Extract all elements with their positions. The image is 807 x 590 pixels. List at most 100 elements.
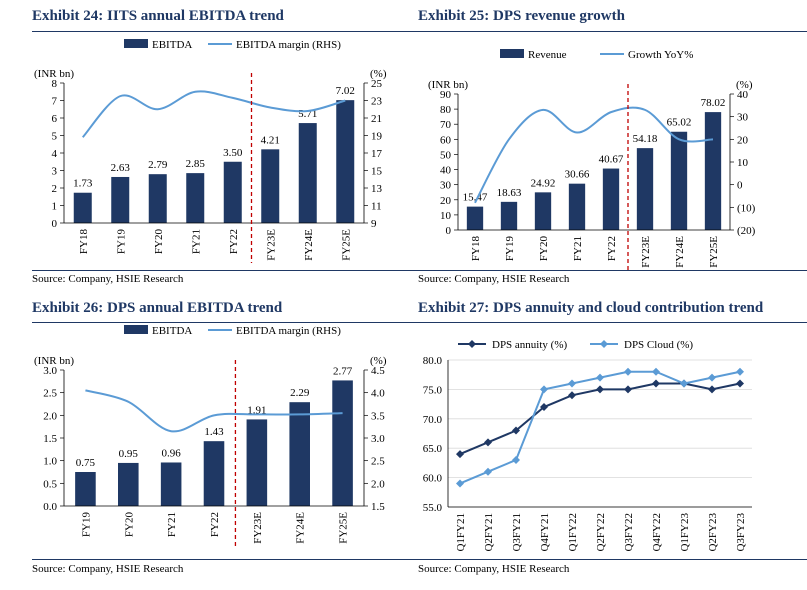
exhibit-27-bottom-rule (418, 559, 807, 560)
right-tick-label: 23 (371, 96, 383, 108)
legend-bar-swatch (500, 49, 524, 58)
series-0-point-Q4FY21 (540, 403, 548, 412)
series-0-point-Q2FY22 (596, 385, 604, 394)
bar-FY21 (160, 462, 182, 506)
right-tick-label: 25 (371, 78, 383, 90)
category-label-FY21: FY21 (190, 229, 202, 254)
left-tick-label: 50 (440, 149, 452, 161)
legend-line-label: EBITDA margin (RHS) (236, 325, 341, 337)
series-1-point-Q3FY23 (736, 367, 744, 376)
category-label-FY20: FY20 (123, 512, 135, 538)
left-tick-label: 0 (446, 225, 452, 237)
left-tick-label: 3 (52, 166, 58, 178)
bar-FY24E (670, 131, 688, 230)
legend-line-label: Growth YoY% (628, 49, 693, 61)
bar-FY25E (704, 112, 722, 230)
line-growth-yoy- (474, 106, 714, 204)
series-0-point-Q3FY23 (736, 379, 744, 388)
bar-label-FY25E: 78.02 (701, 97, 726, 109)
right-tick-label: 15 (371, 166, 383, 178)
legend-label-0: DPS annuity (%) (492, 339, 568, 351)
right-tick-label: 20 (737, 134, 749, 146)
legend-bar-label: Revenue (528, 49, 567, 61)
bar-label-FY24E: 65.02 (667, 117, 692, 129)
bar-FY23E (261, 149, 280, 223)
category-label-Q3FY23: Q3FY23 (735, 513, 747, 552)
bar-FY22 (223, 161, 242, 223)
right-tick-label: 17 (371, 148, 383, 160)
legend-bar-swatch (124, 39, 148, 48)
exhibit-27-rule (418, 322, 807, 323)
y-tick-label: 80.0 (423, 355, 443, 367)
series-1-point-Q3FY22 (624, 367, 632, 376)
left-tick-label: 2 (52, 183, 58, 195)
bar-FY19 (75, 472, 96, 506)
right-tick-label: 9 (371, 218, 377, 230)
left-tick-label: 3.0 (43, 365, 57, 377)
category-label-FY25E: FY25E (338, 512, 350, 544)
left-axis-unit: (INR bn) (34, 355, 74, 367)
exhibit-27-chart: DPS annuity (%) DPS Cloud (%) 55.0 60.0 65.0… (423, 339, 752, 552)
exhibit-25-title: Exhibit 25: DPS revenue growth (418, 8, 625, 24)
left-tick-label: 0.5 (43, 478, 57, 490)
category-label-FY20: FY20 (538, 236, 550, 262)
series-0-point-Q4FY22 (652, 379, 660, 388)
bar-FY23E (246, 419, 268, 506)
right-axis-unit: (%) (370, 355, 387, 367)
legend-label-1: DPS Cloud (%) (624, 339, 693, 351)
right-tick-label: 30 (737, 112, 749, 124)
exhibit-25-chart: Revenue Growth YoY% (INR bn) (%) 0 10 20 30 40 50… (428, 49, 756, 270)
category-label-FY24E: FY24E (295, 512, 307, 544)
category-label-FY23E: FY23E (252, 512, 264, 544)
category-label-FY25E: FY25E (340, 229, 352, 261)
category-label-FY19: FY19 (115, 229, 127, 255)
y-tick-label: 70.0 (423, 414, 443, 426)
right-tick-label: 3.0 (371, 433, 385, 445)
left-tick-label: 5 (52, 131, 58, 143)
category-label-Q1FY21: Q1FY21 (455, 513, 467, 552)
left-tick-label: 60 (440, 134, 452, 146)
y-tick-label: 60.0 (423, 473, 443, 485)
right-tick-label: 2.5 (371, 456, 385, 468)
right-tick-label: 10 (737, 157, 749, 169)
category-label-FY24E: FY24E (303, 229, 315, 261)
series-1-point-Q2FY22 (596, 373, 604, 382)
legend-bar-label: EBITDA (152, 325, 192, 337)
bar-FY19 (111, 176, 130, 223)
bar-label-FY19: 18.63 (497, 187, 522, 199)
category-label-FY19: FY19 (80, 512, 92, 538)
series-1-point-Q2FY23 (708, 373, 716, 382)
bar-label-FY21: 30.66 (565, 169, 590, 181)
bar-label-FY18: 15.47 (463, 192, 488, 204)
exhibit-26-title: Exhibit 26: DPS annual EBITDA trend (32, 300, 283, 316)
category-label-Q2FY23: Q2FY23 (707, 513, 719, 552)
left-tick-label: 40 (440, 165, 452, 177)
category-label-FY22: FY22 (209, 512, 221, 537)
bar-FY21 (186, 173, 205, 223)
category-label-FY19: FY19 (504, 236, 516, 262)
bar-FY18 (73, 192, 92, 223)
left-tick-label: 20 (440, 195, 452, 207)
series-1-point-Q1FY21 (456, 479, 464, 488)
y-tick-label: 65.0 (423, 443, 443, 455)
right-tick-label: 13 (371, 183, 383, 195)
exhibit-26-rule (32, 322, 427, 323)
left-tick-label: 1 (52, 201, 58, 213)
category-label-FY22: FY22 (606, 236, 618, 261)
bar-FY24E (298, 123, 317, 223)
bar-label-FY23E: 4.21 (261, 134, 280, 146)
bar-label-FY23E: 54.18 (633, 133, 658, 145)
category-label-Q1FY23: Q1FY23 (679, 513, 691, 552)
bar-FY23E (636, 148, 654, 230)
legend-marker-0 (468, 340, 476, 348)
bar-FY22 (602, 168, 620, 230)
right-tick-label: 40 (737, 89, 749, 101)
category-label-FY25E: FY25E (708, 236, 720, 268)
left-tick-label: 70 (440, 119, 452, 131)
category-label-Q4FY21: Q4FY21 (539, 513, 551, 552)
left-tick-label: 80 (440, 104, 452, 116)
right-tick-label: 19 (371, 131, 383, 143)
exhibit-26-source: Source: Company, HSIE Research (32, 563, 184, 575)
exhibit-27-source: Source: Company, HSIE Research (418, 563, 570, 575)
exhibit-24-rule (32, 31, 427, 32)
